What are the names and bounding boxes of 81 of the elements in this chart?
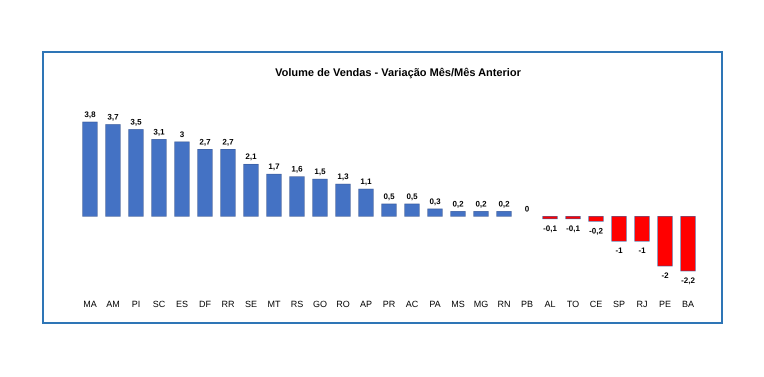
x-tick-label: MA [83, 299, 97, 309]
x-tick-label: AL [544, 299, 556, 309]
data-label: 3,1 [153, 127, 166, 136]
data-label: 2,1 [245, 152, 258, 162]
x-tick-label: RR [221, 299, 235, 309]
x-tick-label: PA [429, 299, 441, 309]
data-label: 0,5 [383, 192, 396, 201]
data-label: 1,1 [360, 177, 372, 186]
bar [496, 211, 512, 217]
data-label: -0,2 [589, 226, 604, 236]
bar [680, 216, 696, 272]
bar [427, 208, 443, 217]
bar [128, 129, 144, 217]
data-label: 2,7 [199, 137, 212, 146]
data-label: 1,6 [291, 164, 304, 174]
data-label: -0,1 [566, 224, 580, 233]
bar [611, 216, 627, 242]
bar [657, 216, 673, 266]
bar [404, 204, 420, 217]
x-tick-label: PB [521, 299, 534, 309]
data-label: 3 [180, 130, 185, 139]
data-label: -2,2 [681, 276, 696, 285]
x-tick-label: AM [106, 299, 120, 309]
x-tick-label: SC [152, 299, 166, 309]
data-label: 3,8 [84, 110, 96, 119]
bar [105, 124, 121, 217]
data-label: 1,7 [268, 162, 280, 172]
x-tick-label: ES [176, 299, 188, 309]
bar [634, 216, 650, 242]
bar [312, 178, 328, 217]
bar [151, 139, 167, 217]
x-tick-label: CE [590, 299, 602, 309]
x-tick-label: SP [613, 299, 626, 309]
x-tick-label: DF [198, 299, 212, 309]
bar [243, 164, 259, 217]
data-label: 0 [524, 204, 530, 214]
data-label: 0,2 [475, 199, 488, 208]
x-tick-label: SE [244, 299, 257, 309]
x-tick-label: TO [566, 299, 580, 309]
data-label: 1,3 [337, 172, 350, 182]
bar [588, 216, 604, 222]
data-label: 0,2 [452, 199, 464, 208]
x-tick-label: MG [474, 299, 488, 309]
data-label: -1 [615, 246, 624, 256]
bar [289, 176, 305, 217]
data-label: 3,5 [130, 117, 142, 126]
x-tick-label: AC [406, 299, 419, 309]
x-tick-label: AP [360, 299, 372, 309]
bar [335, 184, 351, 217]
x-tick-label: RJ [636, 299, 648, 309]
x-tick-label: MT [267, 299, 281, 309]
x-tick-label: RN [498, 299, 511, 309]
bar [450, 211, 466, 217]
data-label: -0,1 [543, 224, 558, 233]
bar [381, 204, 397, 217]
data-label: 3,7 [107, 112, 120, 122]
data-label: 2,7 [222, 137, 234, 146]
bar [473, 211, 489, 217]
data-label: -2 [661, 271, 670, 280]
bar [174, 142, 190, 217]
x-tick-label: RO [336, 299, 350, 309]
x-tick-label: BA [682, 299, 694, 309]
x-tick-label: RS [290, 299, 304, 309]
data-label: 1,5 [314, 167, 326, 176]
bar [542, 216, 558, 220]
data-label: -1 [638, 246, 646, 256]
bar [565, 216, 581, 220]
x-tick-label: MS [451, 299, 465, 309]
data-label: 0,3 [429, 196, 442, 206]
data-label: 0,2 [498, 199, 510, 208]
chart-title: Volume de Vendas - Variação Mês/Mês Anterior [275, 67, 522, 79]
bar [266, 174, 282, 217]
x-tick-label: PI [132, 299, 140, 309]
bar [82, 122, 98, 217]
x-tick-label: GO [312, 299, 327, 309]
bar [220, 149, 236, 217]
x-tick-label: PE [659, 299, 672, 309]
data-label: 0,5 [406, 192, 418, 201]
x-tick-label: PR [382, 299, 396, 309]
bar [197, 149, 213, 217]
bar [358, 188, 374, 217]
